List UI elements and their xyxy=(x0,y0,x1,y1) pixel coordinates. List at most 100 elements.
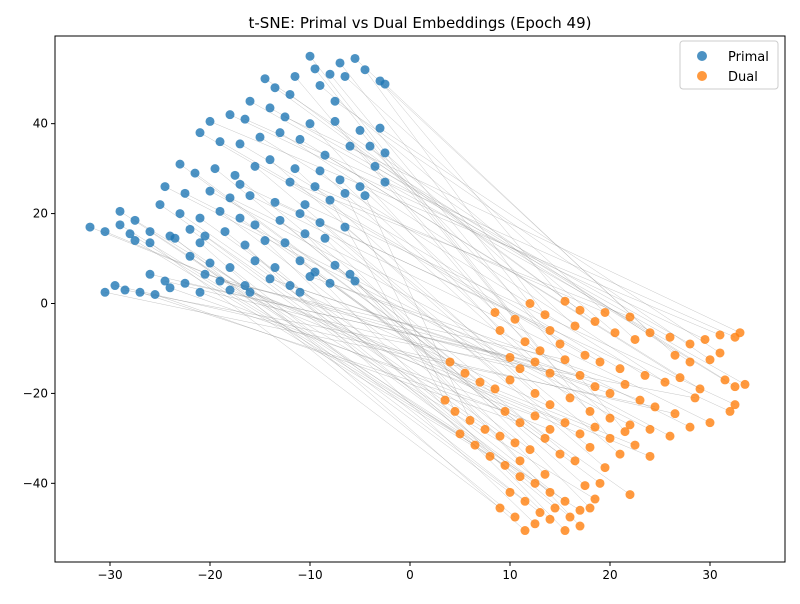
dual-point xyxy=(475,377,485,387)
primal-point xyxy=(250,220,260,230)
dual-point xyxy=(560,526,570,536)
pair-link xyxy=(344,226,621,455)
dual-point xyxy=(545,400,555,410)
x-tick-label: 20 xyxy=(602,568,617,582)
pair-link xyxy=(254,166,511,381)
primal-point xyxy=(245,191,255,201)
y-tick-label: −40 xyxy=(23,476,48,490)
primal-point xyxy=(270,83,280,93)
primal-point xyxy=(205,258,215,268)
dual-point xyxy=(590,494,600,504)
pair-link xyxy=(284,242,566,531)
dual-point xyxy=(575,429,585,439)
primal-point xyxy=(235,179,245,189)
primal-point xyxy=(295,209,305,219)
pair-link xyxy=(259,136,646,376)
primal-point xyxy=(295,134,305,144)
primal-point xyxy=(270,197,280,207)
pair-link xyxy=(334,100,711,360)
primal-point xyxy=(345,269,355,279)
dual-point xyxy=(715,330,725,340)
primal-point xyxy=(130,215,140,225)
pair-link xyxy=(204,274,551,374)
pair-link xyxy=(249,100,671,338)
primal-point xyxy=(235,213,245,223)
dual-point xyxy=(505,375,515,385)
pair-link xyxy=(119,211,581,511)
primal-point xyxy=(275,128,285,138)
dual-point xyxy=(555,339,565,349)
pair-link xyxy=(344,76,636,340)
primal-point xyxy=(225,263,235,273)
pair-link xyxy=(284,116,741,333)
primal-point xyxy=(250,161,260,171)
dual-point xyxy=(570,456,580,466)
pair-link xyxy=(174,238,516,518)
dual-point xyxy=(530,388,540,398)
pair-link xyxy=(309,123,501,331)
pair-link xyxy=(209,262,526,502)
primal-point xyxy=(225,285,235,295)
primal-point xyxy=(335,58,345,68)
dual-point xyxy=(465,415,475,425)
primal-point xyxy=(235,139,245,149)
primal-point xyxy=(355,125,365,135)
dual-point xyxy=(580,481,590,491)
dual-point xyxy=(515,456,525,466)
dual-point xyxy=(520,526,530,536)
dual-point xyxy=(615,364,625,374)
pair-link xyxy=(289,94,596,322)
pair-link xyxy=(119,224,461,435)
dual-point xyxy=(595,357,605,367)
dual-point xyxy=(575,505,585,515)
dual-point xyxy=(575,305,585,315)
legend-dual-marker xyxy=(697,71,707,81)
dual-point xyxy=(495,325,505,335)
pair-link xyxy=(384,83,651,333)
dual-point xyxy=(610,328,620,338)
dual-point xyxy=(540,433,550,443)
dual-point xyxy=(560,418,570,428)
primal-point xyxy=(245,287,255,297)
pair-link xyxy=(379,127,721,354)
primal-point xyxy=(115,220,125,230)
plot-frame xyxy=(54,35,786,563)
dual-point xyxy=(495,503,505,513)
dual-point xyxy=(500,406,510,416)
pair-link xyxy=(164,280,521,369)
dual-point xyxy=(545,487,555,497)
pair-link xyxy=(229,289,566,423)
pair-link xyxy=(329,283,641,401)
dual-point xyxy=(625,490,635,500)
pair-link xyxy=(359,186,611,419)
dual-point xyxy=(705,355,715,365)
dual-point xyxy=(530,357,540,367)
primal-point xyxy=(185,251,195,261)
primal-points xyxy=(85,51,390,300)
dual-point xyxy=(585,406,595,416)
pair-link xyxy=(374,166,736,387)
dual-point xyxy=(695,384,705,394)
dual-point xyxy=(595,478,605,488)
primal-point xyxy=(175,159,185,169)
dual-point xyxy=(525,445,535,455)
pair-link xyxy=(299,139,681,378)
dual-point xyxy=(700,334,710,344)
primal-point xyxy=(175,209,185,219)
dual-point xyxy=(555,449,565,459)
dual-point xyxy=(665,431,675,441)
dual-point xyxy=(605,413,615,423)
primal-point xyxy=(240,240,250,250)
pair-link xyxy=(219,280,566,360)
pair-link xyxy=(114,285,676,414)
primal-point xyxy=(120,285,130,295)
primal-point xyxy=(125,229,135,239)
y-axis-ticks: −40 −20 0 20 40 xyxy=(23,117,55,490)
pair-link xyxy=(329,199,446,401)
pair-link xyxy=(134,240,491,457)
dual-point xyxy=(590,316,600,326)
dual-point xyxy=(620,427,630,437)
pair-link xyxy=(324,238,591,509)
dual-point xyxy=(670,350,680,360)
dual-point xyxy=(520,337,530,347)
